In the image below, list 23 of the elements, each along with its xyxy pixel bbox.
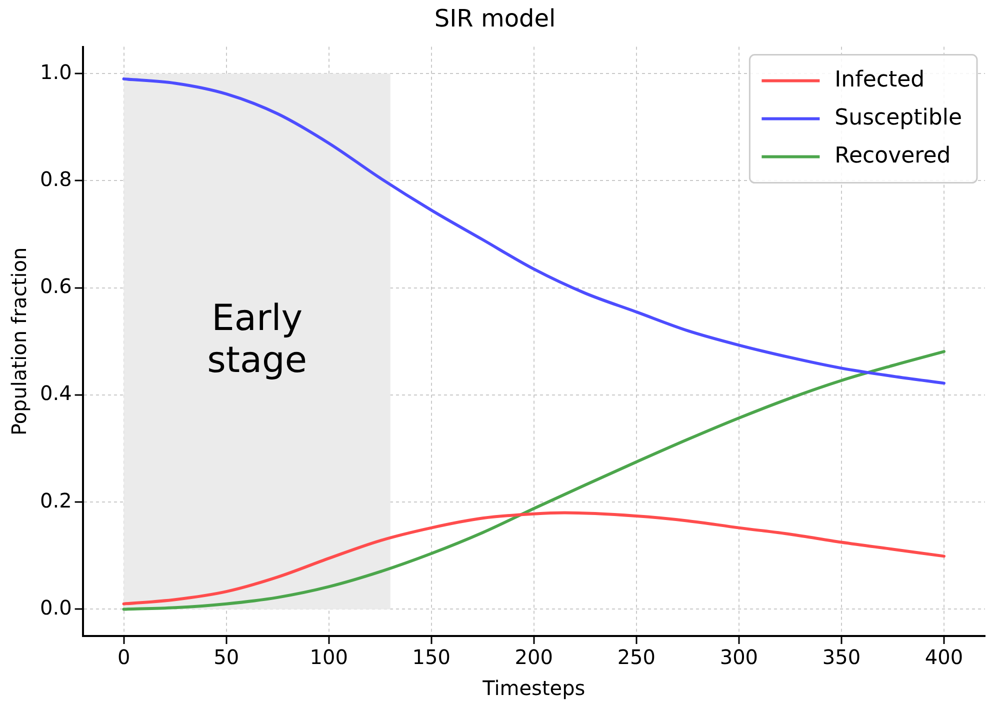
x-axis-title: Timesteps [482,676,586,700]
y-tick-label: 1.0 [40,60,72,84]
line-series [122,511,946,606]
x-tick-label: 200 [514,645,553,670]
y-tick-label: 0.0 [40,595,72,620]
x-tick-label: 350 [822,645,861,670]
y-tick-label: 0.2 [40,488,72,512]
y-axis-title: Population fraction [7,247,32,436]
x-tick-label: 300 [720,645,758,670]
x-tick-label: 250 [617,645,656,670]
band-label: Early stage [207,298,308,381]
y-tick-label: 0.8 [40,166,72,191]
x-tick-label: 100 [310,645,348,670]
legend-label: Infected [834,68,925,93]
chart-title: SIR model [434,4,556,33]
y-tick-label: 0.6 [40,274,72,298]
x-tick-label: 150 [412,645,450,670]
x-tick-label: 400 [924,645,964,670]
legend-label: Recovered [834,144,951,169]
x-tick-label: 50 [214,645,240,670]
x-tick-label: 0 [117,645,130,670]
legend-label: Susceptible [834,106,962,131]
y-tick-label: 0.4 [40,381,72,406]
